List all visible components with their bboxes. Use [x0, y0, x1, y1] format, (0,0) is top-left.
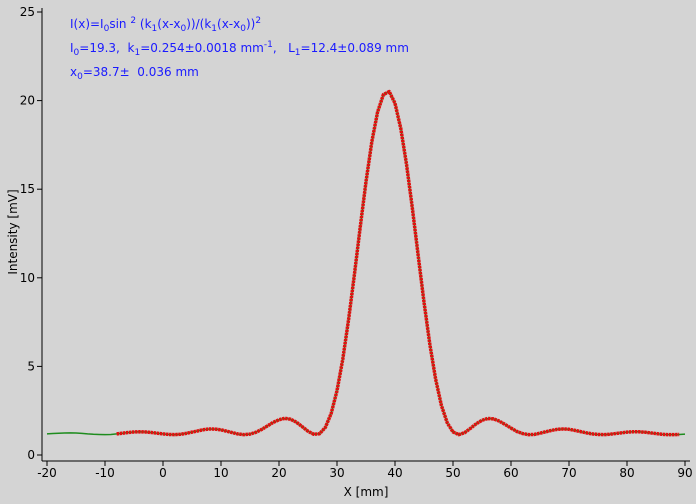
x-tick-label: 90 [677, 466, 692, 480]
annotation: I0=19.3, k1=0.254±0.0018 mm-1, L1=12.4±0… [70, 40, 409, 58]
x-tick-label: 60 [503, 466, 518, 480]
annotation-part: 0 [77, 72, 83, 82]
y-tick-label: 20 [20, 94, 35, 108]
x-tick-label: -10 [95, 466, 115, 480]
annotation-part: 1 [152, 24, 158, 34]
x-tick-label: 80 [619, 466, 634, 480]
y-tick-label: 25 [20, 5, 35, 19]
x-axis-label: X [mm] [344, 485, 389, 499]
annotation-part: I [70, 41, 74, 55]
annotation-part: 1 [134, 48, 140, 58]
annotation-part: (k [136, 17, 151, 31]
y-tick-label: 5 [27, 359, 35, 373]
annotation-part: 2 [255, 16, 261, 26]
x-tick-label: 70 [561, 466, 576, 480]
annotation-part: 0 [74, 48, 80, 58]
annotation-part: 0 [104, 24, 110, 34]
annotation-part: 0 [181, 24, 187, 34]
x-tick-label: 50 [445, 466, 460, 480]
annotation-part: (x-x [217, 17, 240, 31]
annotation-part: 0 [240, 24, 246, 34]
annotation-part: =0.254±0.0018 mm [140, 41, 264, 55]
y-tick-label: 10 [20, 271, 35, 285]
x-tick-label: 40 [387, 466, 402, 480]
y-tick-label: 0 [27, 448, 35, 462]
data-line [46, 90, 686, 436]
annotation-part: =38.7± 0.036 mm [83, 65, 199, 79]
y-axis-label: Intensity [mV] [6, 189, 20, 274]
annotation-part: x [70, 65, 77, 79]
annotation: I(x)=I0sin 2 (k1(x-x0))/(k1(x-x0))2 [70, 16, 261, 34]
annotation: x0=38.7± 0.036 mm [70, 65, 199, 82]
annotation-part: =12.4±0.089 mm [301, 41, 409, 55]
annotation-part: 2 [130, 16, 136, 26]
x-tick-label: 30 [329, 466, 344, 480]
annotation-part: 1 [295, 48, 301, 58]
annotation-part: -1 [264, 40, 273, 50]
y-tick-label: 15 [20, 182, 35, 196]
x-tick-label: 0 [159, 466, 167, 480]
annotation-part: )) [246, 17, 255, 31]
x-tick-label: -20 [37, 466, 57, 480]
x-tick-label: 10 [213, 466, 228, 480]
data-line [116, 89, 680, 437]
annotation-part: , L [273, 41, 295, 55]
annotation-part: sin [109, 17, 130, 31]
annotation-part: 1 [211, 24, 217, 34]
annotation-part: ))/(k [186, 17, 211, 31]
annotation-part: I(x)=I [70, 17, 104, 31]
annotation-part: =19.3, k [79, 41, 134, 55]
annotation-part: (x-x [157, 17, 180, 31]
x-tick-label: 20 [271, 466, 286, 480]
